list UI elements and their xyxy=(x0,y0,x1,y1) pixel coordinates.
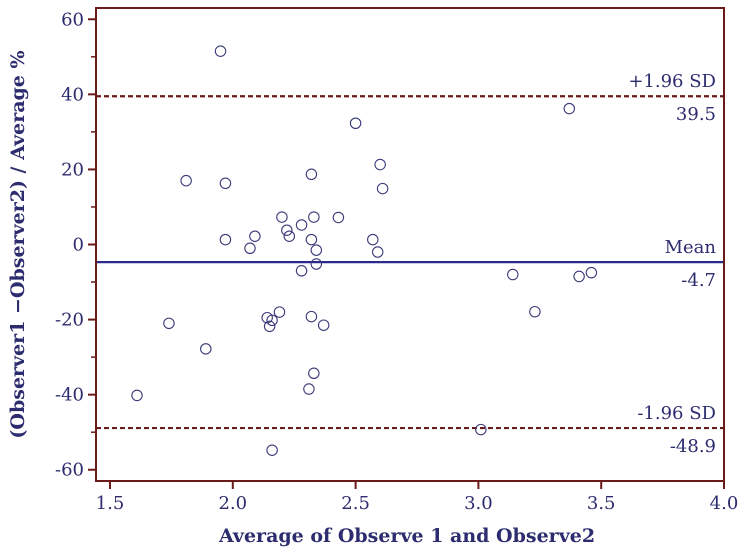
data-point xyxy=(308,367,320,380)
data-point xyxy=(249,230,261,242)
x-tick-label: 3.0 xyxy=(464,493,493,514)
data-point xyxy=(371,246,384,258)
data-point xyxy=(281,224,293,236)
data-point xyxy=(283,230,296,242)
y-axis-title: (Observer1 −Observer2) / Average % xyxy=(7,50,29,438)
x-tick-label: 3.5 xyxy=(587,493,616,514)
line-label-top: -1.96 SD xyxy=(637,403,716,424)
data-point xyxy=(266,314,278,327)
line-label-bottom: -4.7 xyxy=(681,270,716,291)
data-point xyxy=(263,320,276,333)
y-tick-label: -60 xyxy=(55,460,84,481)
line-label-bottom: 39.5 xyxy=(676,104,716,125)
y-tick-label: 40 xyxy=(61,84,84,105)
data-point xyxy=(305,233,318,246)
data-point xyxy=(317,319,330,331)
data-point xyxy=(374,158,386,171)
data-point xyxy=(131,389,143,402)
y-tick-label: 60 xyxy=(61,9,84,30)
data-point xyxy=(180,174,192,187)
x-tick-label: 2.5 xyxy=(341,493,370,514)
data-point xyxy=(529,305,541,318)
data-point xyxy=(585,266,598,279)
data-point xyxy=(266,444,278,456)
data-point xyxy=(273,306,286,318)
data-point xyxy=(332,211,345,224)
data-point xyxy=(475,423,487,436)
data-point xyxy=(219,233,232,246)
y-tick-label: -40 xyxy=(55,385,84,406)
plot-frame xyxy=(95,7,725,482)
line-label-top: +1.96 SD xyxy=(628,71,716,92)
x-tick-label: 2.0 xyxy=(218,493,247,514)
data-point xyxy=(219,177,232,190)
data-point xyxy=(563,102,576,115)
data-point xyxy=(163,317,175,330)
data-point xyxy=(308,211,320,223)
data-point xyxy=(349,117,362,129)
data-point xyxy=(244,242,256,255)
y-tick-label: 0 xyxy=(73,235,84,256)
data-point xyxy=(376,182,389,195)
data-point xyxy=(305,168,318,181)
y-tick-label: 20 xyxy=(61,159,84,180)
data-point xyxy=(367,233,379,246)
data-point xyxy=(305,310,318,323)
x-axis-title: Average of Observe 1 and Observe2 xyxy=(218,525,595,547)
data-point xyxy=(573,270,585,283)
data-point xyxy=(295,265,308,277)
data-point xyxy=(295,219,308,231)
data-point xyxy=(310,258,323,270)
data-point xyxy=(303,383,315,395)
data-point xyxy=(310,244,323,256)
line-label-top: Mean xyxy=(665,237,717,258)
y-tick-label: -20 xyxy=(55,310,84,331)
x-tick-label: 4.0 xyxy=(710,493,739,514)
data-point xyxy=(507,268,519,281)
line-label-bottom: -48.9 xyxy=(670,436,716,457)
data-point xyxy=(214,45,227,57)
data-point xyxy=(276,211,288,223)
x-tick-label: 1.5 xyxy=(96,493,125,514)
data-point xyxy=(200,343,212,355)
